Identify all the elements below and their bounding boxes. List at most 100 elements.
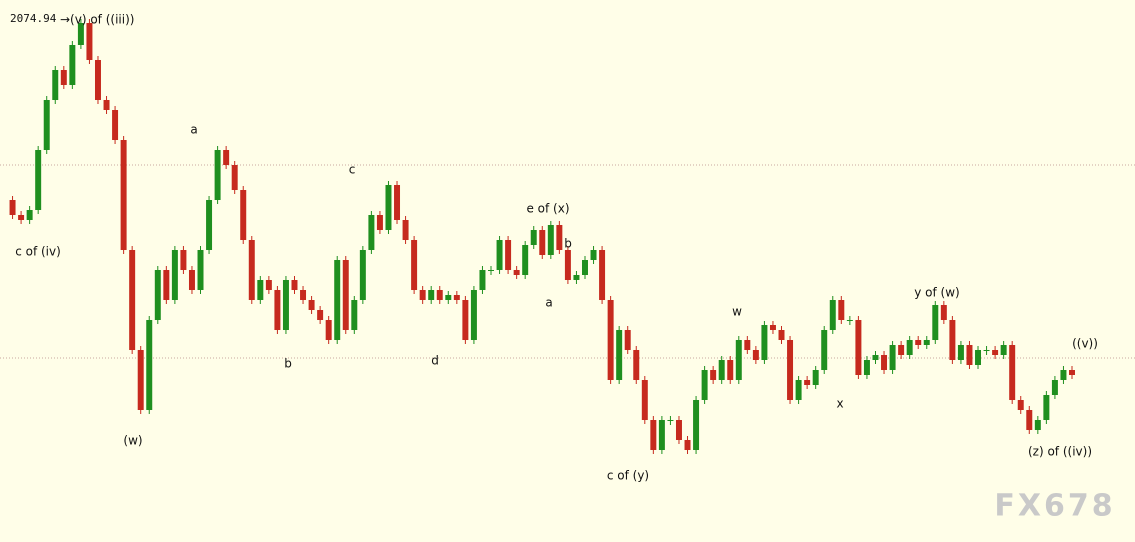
candle bbox=[573, 275, 580, 280]
candle bbox=[718, 360, 725, 380]
candle bbox=[829, 300, 836, 330]
candle bbox=[342, 260, 349, 330]
candle bbox=[282, 280, 289, 330]
candle bbox=[906, 340, 913, 355]
candle bbox=[248, 240, 255, 300]
wave-label: c bbox=[349, 163, 356, 177]
wave-label: d bbox=[431, 354, 439, 368]
candle bbox=[334, 260, 341, 340]
candle bbox=[582, 260, 588, 275]
candle bbox=[94, 60, 101, 100]
candle bbox=[385, 185, 392, 230]
candle bbox=[274, 290, 281, 330]
candle bbox=[428, 290, 435, 300]
candle bbox=[18, 215, 25, 220]
wave-label: c of (iv) bbox=[15, 245, 61, 259]
wave-label: b bbox=[284, 357, 292, 371]
candle bbox=[206, 200, 213, 250]
candle bbox=[710, 370, 717, 380]
candle bbox=[957, 345, 964, 360]
wave-label: (w) bbox=[123, 434, 142, 448]
candle bbox=[1026, 410, 1033, 430]
candle bbox=[752, 350, 759, 360]
candle bbox=[838, 300, 845, 320]
wave-label: b bbox=[564, 237, 572, 251]
candle bbox=[795, 380, 802, 400]
candle bbox=[616, 330, 623, 380]
candle bbox=[992, 350, 999, 355]
wave-label: e of (x) bbox=[526, 202, 569, 216]
candle bbox=[325, 320, 332, 340]
candle bbox=[376, 215, 383, 230]
candle bbox=[1009, 345, 1016, 400]
candle bbox=[488, 270, 494, 271]
candle bbox=[923, 340, 930, 345]
candle bbox=[445, 295, 452, 300]
candle bbox=[675, 420, 682, 440]
price-label: 2074.94 bbox=[10, 12, 57, 25]
candle bbox=[530, 230, 537, 245]
candle bbox=[35, 150, 42, 210]
candle bbox=[1060, 370, 1067, 380]
candle bbox=[846, 320, 853, 321]
candle bbox=[761, 325, 768, 360]
watermark: FX678 bbox=[994, 489, 1115, 524]
candle bbox=[881, 355, 888, 370]
candle bbox=[1017, 400, 1024, 410]
candle bbox=[872, 355, 879, 360]
candle bbox=[684, 440, 691, 450]
candle bbox=[898, 345, 905, 355]
candle bbox=[658, 420, 665, 450]
wave-label: (z) of ((iv)) bbox=[1028, 445, 1092, 459]
candle bbox=[787, 340, 794, 400]
candle bbox=[368, 215, 375, 250]
candle bbox=[599, 250, 606, 300]
candle bbox=[607, 300, 614, 380]
candle bbox=[539, 230, 546, 255]
candle bbox=[359, 250, 366, 300]
candle bbox=[522, 245, 529, 275]
candle bbox=[769, 325, 776, 330]
candle bbox=[505, 240, 512, 270]
candle bbox=[69, 45, 76, 85]
candle bbox=[556, 225, 563, 250]
candle bbox=[26, 210, 33, 220]
candle bbox=[291, 280, 298, 290]
candle bbox=[744, 340, 751, 350]
candle bbox=[394, 185, 401, 220]
candle bbox=[52, 70, 59, 100]
candle bbox=[257, 280, 264, 300]
wave-label: a bbox=[545, 296, 552, 310]
candle bbox=[863, 360, 870, 375]
candle bbox=[889, 345, 896, 370]
wave-label: a bbox=[190, 123, 197, 137]
candle bbox=[804, 380, 811, 385]
candle bbox=[402, 220, 409, 240]
candle bbox=[103, 100, 110, 110]
candle bbox=[180, 250, 187, 270]
candle bbox=[86, 23, 93, 60]
candle bbox=[146, 320, 153, 410]
candle bbox=[9, 200, 16, 215]
candle bbox=[513, 270, 520, 275]
candle bbox=[812, 370, 819, 385]
candle bbox=[43, 100, 50, 150]
wave-label: c of (y) bbox=[607, 469, 649, 483]
candle bbox=[171, 250, 178, 300]
candle bbox=[188, 270, 195, 290]
candle bbox=[1043, 395, 1050, 420]
candle bbox=[411, 240, 418, 290]
wave-label: ((v)) bbox=[1072, 337, 1098, 351]
candle bbox=[701, 370, 708, 400]
candle bbox=[949, 320, 956, 360]
candle bbox=[453, 295, 460, 300]
candle bbox=[496, 240, 503, 270]
candle bbox=[590, 250, 597, 260]
candle bbox=[60, 70, 67, 85]
candle bbox=[462, 300, 469, 340]
candle bbox=[727, 360, 734, 380]
candle bbox=[778, 330, 785, 340]
candle bbox=[129, 250, 136, 350]
candle bbox=[1000, 345, 1007, 355]
